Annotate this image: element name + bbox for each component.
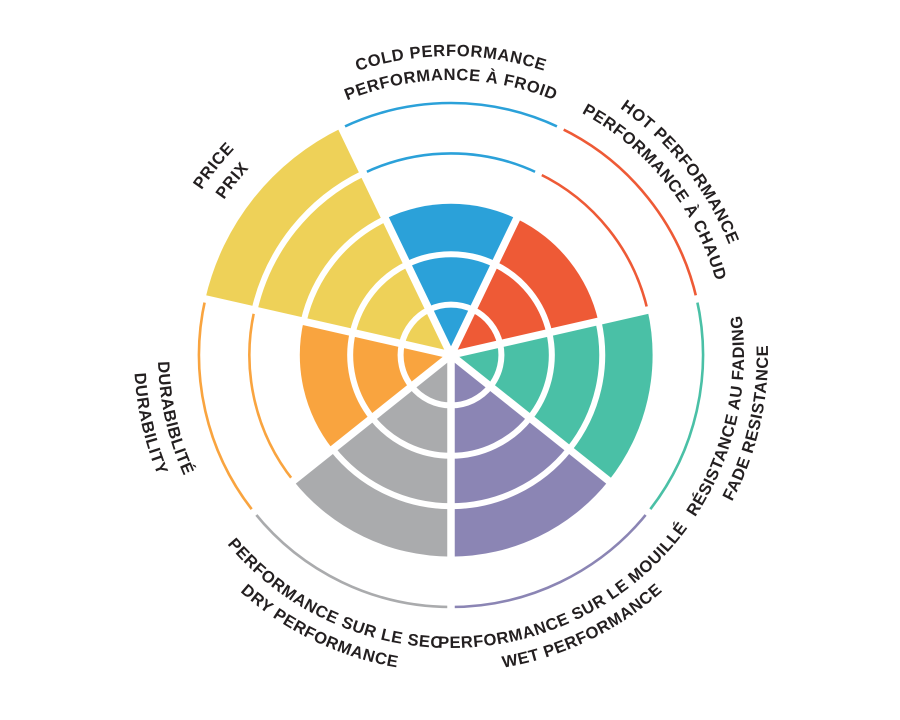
sector-durability-level-arc-4	[248, 309, 295, 482]
sector-separator	[197, 293, 452, 359]
sector-hot-performance-level-arc-5	[559, 126, 698, 300]
sector-hot-performance-ring-level-2	[493, 261, 553, 334]
sector-dry-performance-ring-level-3	[330, 447, 452, 510]
sector-durability-wedge	[299, 321, 451, 450]
sector-dry-performance-ring-level-2	[369, 415, 452, 459]
label-hot-performance-line1: HOT PERFORMANCE	[618, 97, 743, 247]
sector-fills	[205, 127, 653, 557]
sector-separator	[450, 293, 705, 359]
sector-dry-performance-ring-level-1	[409, 384, 452, 409]
sector-separator	[448, 352, 656, 520]
sector-fade-resistance-level-arc-5	[647, 298, 705, 513]
sector-wet-performance-wedge	[451, 355, 609, 557]
sector-separator	[246, 352, 454, 520]
sector-durability-ring-level-1	[397, 343, 415, 389]
sector-durability-ring-level-2	[347, 331, 375, 420]
label-cold-performance-line2: PERFORMANCE À FROID	[342, 66, 560, 104]
sector-price-ring-level-2	[349, 261, 409, 334]
sector-durability-level-arc-5	[197, 298, 255, 513]
sector-separator	[447, 120, 567, 357]
sector-hot-performance-ring-level-1	[471, 306, 504, 345]
sector-fade-resistance-ring-level-2	[527, 331, 555, 420]
level-arcs	[197, 101, 705, 609]
sector-cold-performance-level-arc-5	[341, 101, 561, 130]
sector-cold-performance-wedge	[385, 203, 517, 355]
sector-price-ring-level-3	[300, 216, 387, 323]
sector-dry-performance-wedge	[293, 355, 451, 557]
sector-wet-performance-ring-level-2	[450, 415, 533, 459]
sector-cold-performance-ring-level-1	[427, 301, 475, 313]
sector-wet-performance-level-arc-5	[450, 511, 650, 609]
sector-wet-performance-ring-level-3	[450, 447, 572, 510]
sector-price-ring-level-4	[251, 170, 365, 311]
sector-fade-resistance-ring-level-3	[566, 320, 606, 452]
sector-fade-resistance-ring-level-1	[487, 343, 505, 389]
sector-cold-performance-ring-level-2	[405, 251, 497, 267]
sector-cold-performance-level-arc-4	[362, 152, 540, 175]
sector-wet-performance-ring-level-1	[450, 384, 493, 409]
sector-price-wedge	[205, 127, 451, 356]
sector-dry-performance-level-arc-5	[252, 511, 452, 609]
sector-separator	[335, 120, 455, 357]
sector-separators	[197, 120, 705, 614]
sector-hot-performance-level-arc-4	[537, 172, 649, 311]
ring-grid-lines	[251, 170, 606, 510]
sector-price-ring-level-1	[398, 306, 431, 345]
